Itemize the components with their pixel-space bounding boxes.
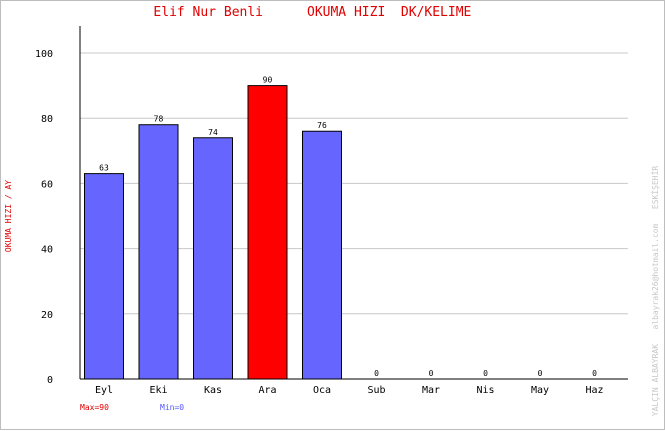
bar bbox=[247, 85, 288, 380]
bar bbox=[138, 124, 179, 380]
bar-value-label: 0 bbox=[483, 369, 488, 378]
legend-max: Max=90 bbox=[80, 403, 109, 412]
bar-value-label: 76 bbox=[317, 121, 327, 130]
bar bbox=[302, 130, 342, 380]
legend-min: Min=0 bbox=[160, 403, 184, 412]
x-tick-label: Eyl bbox=[95, 385, 113, 396]
y-tick-label: 60 bbox=[41, 179, 53, 190]
y-tick-label: 20 bbox=[41, 310, 53, 321]
x-tick-label: Haz bbox=[585, 385, 603, 396]
y-axis-ticks: 0 20 40 60 80 100 bbox=[35, 49, 53, 386]
x-tick-label: Sub bbox=[367, 385, 385, 396]
y-tick-label: 100 bbox=[35, 49, 53, 60]
x-tick-label: Eki bbox=[149, 385, 167, 396]
x-axis-ticks: Eyl Eki Kas Ara Oca Sub Mar Nis May Haz bbox=[95, 385, 604, 396]
bar-value-label: 63 bbox=[99, 164, 109, 173]
y-tick-label: 0 bbox=[47, 375, 53, 386]
bar bbox=[193, 137, 233, 380]
author-note: YALÇIN ALBAYRAK albayrak26@hotmail.com E… bbox=[650, 166, 660, 417]
x-tick-label: Nis bbox=[476, 385, 494, 396]
y-tick-label: 80 bbox=[41, 114, 53, 125]
x-tick-label: May bbox=[531, 385, 549, 396]
bar-value-label: 0 bbox=[374, 369, 379, 378]
x-tick-label: Oca bbox=[313, 385, 331, 396]
y-axis-label: OKUMA HIZI / AY bbox=[4, 180, 13, 252]
bar-value-label: 90 bbox=[263, 76, 273, 85]
bar-value-label: 78 bbox=[154, 115, 164, 124]
bar-value-label: 0 bbox=[429, 369, 434, 378]
x-tick-label: Mar bbox=[422, 385, 440, 396]
x-tick-label: Kas bbox=[204, 385, 222, 396]
bar bbox=[84, 173, 124, 380]
chart-title-name: Elif Nur Benli bbox=[153, 5, 263, 20]
x-tick-label: Ara bbox=[258, 385, 276, 396]
y-tick-label: 40 bbox=[41, 245, 53, 256]
bar-value-label: 0 bbox=[538, 369, 543, 378]
value-labels: 63 78 74 90 76 0 0 0 0 0 bbox=[99, 76, 597, 378]
bars bbox=[84, 85, 342, 380]
chart-title-metric: OKUMA HIZI DK/KELIME bbox=[307, 5, 471, 20]
bar-value-label: 0 bbox=[592, 369, 597, 378]
bar-value-label: 74 bbox=[208, 128, 218, 137]
